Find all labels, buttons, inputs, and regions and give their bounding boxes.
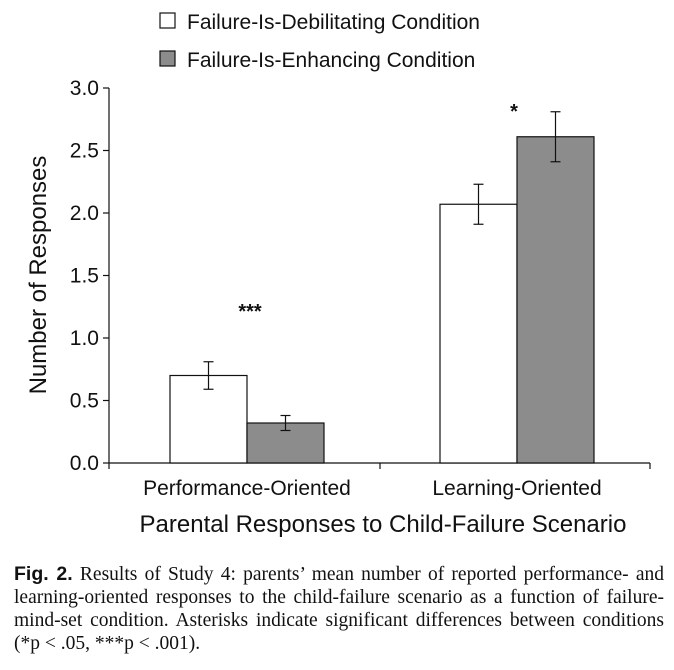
legend-swatch [159,12,176,29]
x-axis: Performance-Oriented Learning-Oriented [108,462,651,500]
bar [169,374,248,464]
bar-chart: Failure-Is-Debilitating Condition Failure… [25,11,651,538]
significance-marker: *** [238,301,262,323]
y-tick-label: 2.0 [70,202,99,225]
y-tick-label: 3.0 [70,77,99,100]
y-tick-label: 2.5 [70,140,99,163]
legend-swatch [159,50,176,67]
y-axis-title: Number of Responses [25,156,52,395]
bar [516,136,595,464]
x-category-label: Performance-Oriented [143,477,351,500]
significance-marker: * [510,101,518,123]
y-tick-label: 0.0 [70,452,99,475]
y-tick-label: 0.5 [70,390,99,413]
y-tick-label: 1.0 [70,327,99,350]
bar [439,203,518,464]
figure-label: Fig. 2. [14,563,73,585]
y-axis: 0.0 0.5 1.0 1.5 2.0 2.5 3.0 [70,77,110,475]
y-tick-label: 1.5 [70,265,99,288]
caption-text: Results of Study 4: parents’ mean number… [14,564,665,654]
legend-label: Failure-Is-Debilitating Condition [187,11,480,34]
bars: **** [169,101,595,464]
legend-label: Failure-Is-Enhancing Condition [187,49,475,72]
figure-caption: Fig. 2. Results of Study 4: parents’ mea… [14,563,664,655]
x-axis-title: Parental Responses to Child-Failure Scen… [140,511,627,538]
x-category-label: Learning-Oriented [432,477,601,500]
legend: Failure-Is-Debilitating Condition Failure… [159,11,480,72]
